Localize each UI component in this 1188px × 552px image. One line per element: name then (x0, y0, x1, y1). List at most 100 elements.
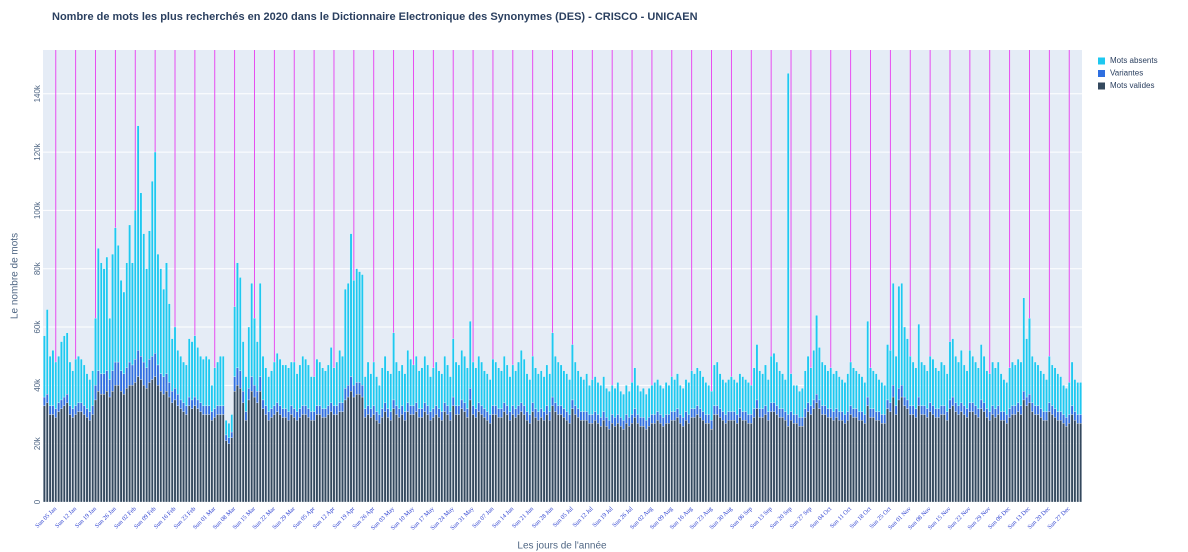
bar-segment (440, 373, 444, 412)
bar-segment (758, 408, 761, 418)
bar-segment (698, 408, 702, 418)
bar-segment (241, 402, 245, 503)
y-tick-label: 40k (33, 378, 42, 392)
bar-segment (537, 420, 540, 503)
bar-segment (625, 385, 628, 415)
bar-segment (690, 417, 693, 503)
bar-segment (329, 402, 333, 412)
bar-segment (786, 426, 790, 503)
bar-segment (784, 379, 787, 412)
bar-segment (733, 379, 736, 412)
bar-segment (707, 385, 710, 415)
bar-segment (804, 370, 807, 409)
bar-segment (900, 283, 903, 386)
bar-segment (338, 350, 341, 403)
bar-segment (1028, 402, 1031, 503)
bar-segment (957, 405, 960, 415)
bar-segment (767, 420, 770, 503)
bar-segment (786, 73, 790, 415)
bar-segment (761, 373, 764, 409)
bar-segment (315, 414, 319, 503)
bar-segment (148, 358, 151, 383)
bar-segment (466, 367, 469, 409)
bar-segment (591, 414, 594, 424)
bar-segment (65, 402, 69, 503)
bar-segment (108, 318, 111, 380)
bar-segment (769, 411, 773, 503)
legend-label[interactable]: Mots valides (1110, 81, 1154, 90)
legend-swatch[interactable] (1098, 70, 1105, 77)
bar-segment (119, 370, 123, 392)
bar-segment (395, 361, 398, 406)
bar-segment (466, 408, 469, 418)
bar-segment (840, 379, 844, 412)
bar-segment (173, 388, 177, 401)
bar-segment (704, 423, 708, 503)
bar-segment (855, 370, 858, 409)
bar-segment (821, 361, 824, 406)
bar-segment (420, 417, 424, 503)
bar-segment (982, 402, 986, 412)
bar-segment (474, 367, 478, 409)
bar-segment (557, 414, 560, 503)
bar-segment (188, 338, 191, 398)
legend-swatch[interactable] (1098, 57, 1105, 65)
bar-segment (818, 347, 821, 401)
bar-segment (1079, 414, 1082, 424)
bar-segment (843, 382, 847, 415)
bar-segment (352, 385, 356, 398)
bar-segment (923, 364, 926, 406)
bar-segment (136, 350, 140, 377)
bar-segment (818, 399, 821, 409)
bar-segment (758, 370, 761, 409)
bar-segment (602, 376, 605, 412)
bar-segment (250, 376, 253, 392)
bar-segment (971, 402, 974, 412)
bar-segment (574, 405, 577, 415)
bar-segment (400, 364, 404, 406)
bar-segment (971, 356, 974, 403)
bar-segment (619, 417, 622, 427)
bar-segment (1022, 399, 1025, 503)
bar-segment (486, 411, 489, 421)
bar-segment (256, 391, 259, 403)
bar-segment (1011, 414, 1014, 503)
bar-segment (409, 405, 412, 415)
bar-segment (406, 411, 409, 503)
bar-segment (531, 411, 534, 503)
bar-segment (840, 411, 844, 421)
legend-label[interactable]: Mots absents (1110, 56, 1158, 65)
bar-segment (696, 405, 699, 415)
bar-segment (568, 379, 571, 415)
bar-segment (943, 405, 946, 415)
bar-segment (117, 361, 120, 386)
bar-segment (80, 411, 83, 503)
bar-segment (508, 411, 512, 421)
bar-segment (781, 373, 784, 409)
bar-segment (576, 408, 580, 418)
bar-segment (125, 367, 128, 389)
bar-segment (821, 405, 824, 415)
bar-segment (77, 402, 80, 412)
bar-segment (522, 414, 526, 503)
bar-segment (437, 417, 441, 503)
bar-segment (338, 402, 341, 412)
bar-segment (843, 414, 847, 424)
bar-segment (270, 417, 273, 503)
bar-segment (375, 411, 378, 421)
bar-segment (928, 402, 932, 412)
legend-label[interactable]: Variantes (1110, 69, 1143, 78)
bar-segment (400, 405, 404, 415)
bar-segment (962, 364, 966, 406)
bar-segment (673, 411, 676, 421)
bar-segment (1053, 367, 1057, 409)
legend-swatch[interactable] (1098, 82, 1105, 90)
bar-segment (633, 408, 637, 418)
bar-segment (361, 396, 364, 503)
bar-segment (645, 420, 648, 430)
bar-segment (91, 414, 94, 503)
bar-segment (60, 399, 63, 409)
bar-segment (1031, 411, 1034, 503)
bar-segment (630, 382, 634, 415)
bar-segment (1002, 379, 1006, 412)
